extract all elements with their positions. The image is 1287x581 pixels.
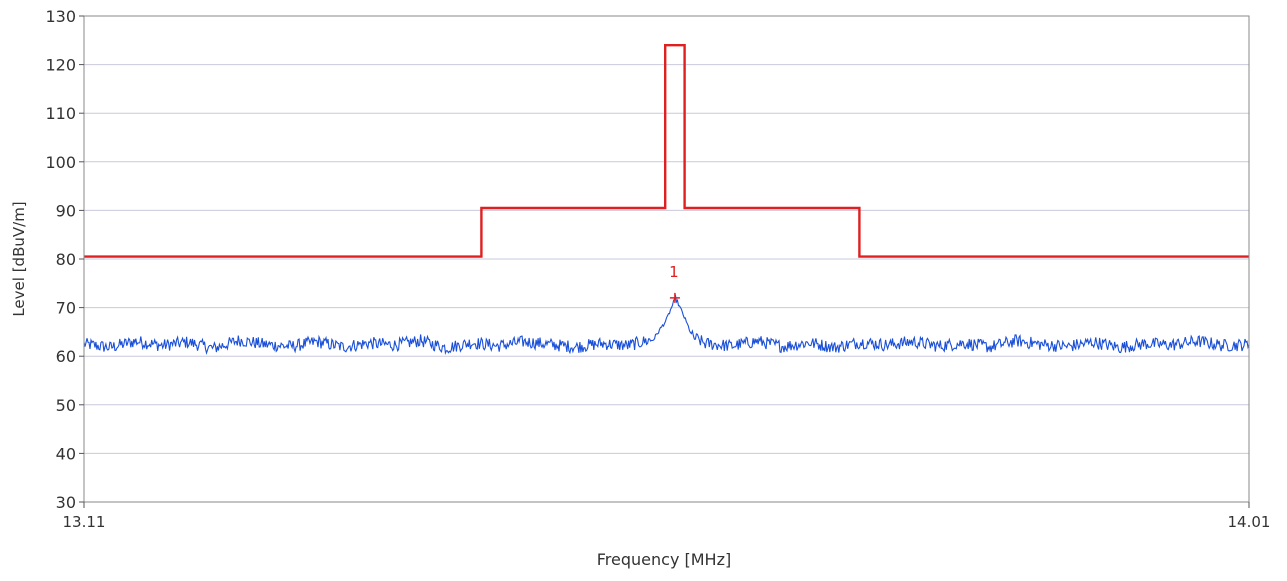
marker-layer: 1 <box>669 263 680 303</box>
y-tick-label-110: 110 <box>45 104 76 123</box>
x-tick-label-1: 14.01 <box>1228 513 1271 531</box>
y-tick-label-90: 90 <box>56 201 76 220</box>
y-axis-label: Level [dBuV/m] <box>10 201 28 316</box>
x-axis-label: Frequency [MHz] <box>597 550 731 569</box>
x-axis-ticks: 13.11 14.01 <box>63 502 1271 531</box>
y-tick-label-120: 120 <box>45 56 76 75</box>
y-tick-label-50: 50 <box>56 396 76 415</box>
y-axis-ticks: 30 40 50 60 70 80 90 100 110 120 130 <box>45 7 84 512</box>
marker-cross-1 <box>669 292 680 303</box>
series-line-0 <box>84 44 1249 258</box>
series-line-1 <box>83 294 1250 356</box>
y-tick-label-100: 100 <box>45 153 76 172</box>
y-tick-label-60: 60 <box>56 347 76 366</box>
y-tick-label-80: 80 <box>56 250 76 269</box>
y-tick-label-70: 70 <box>56 299 76 318</box>
y-tick-label-40: 40 <box>56 444 76 463</box>
marker-label-1: 1 <box>669 263 679 281</box>
x-tick-label-0: 13.11 <box>63 513 106 531</box>
y-tick-label-30: 30 <box>56 493 76 512</box>
y-tick-label-130: 130 <box>45 7 76 26</box>
series-layer <box>83 44 1250 356</box>
